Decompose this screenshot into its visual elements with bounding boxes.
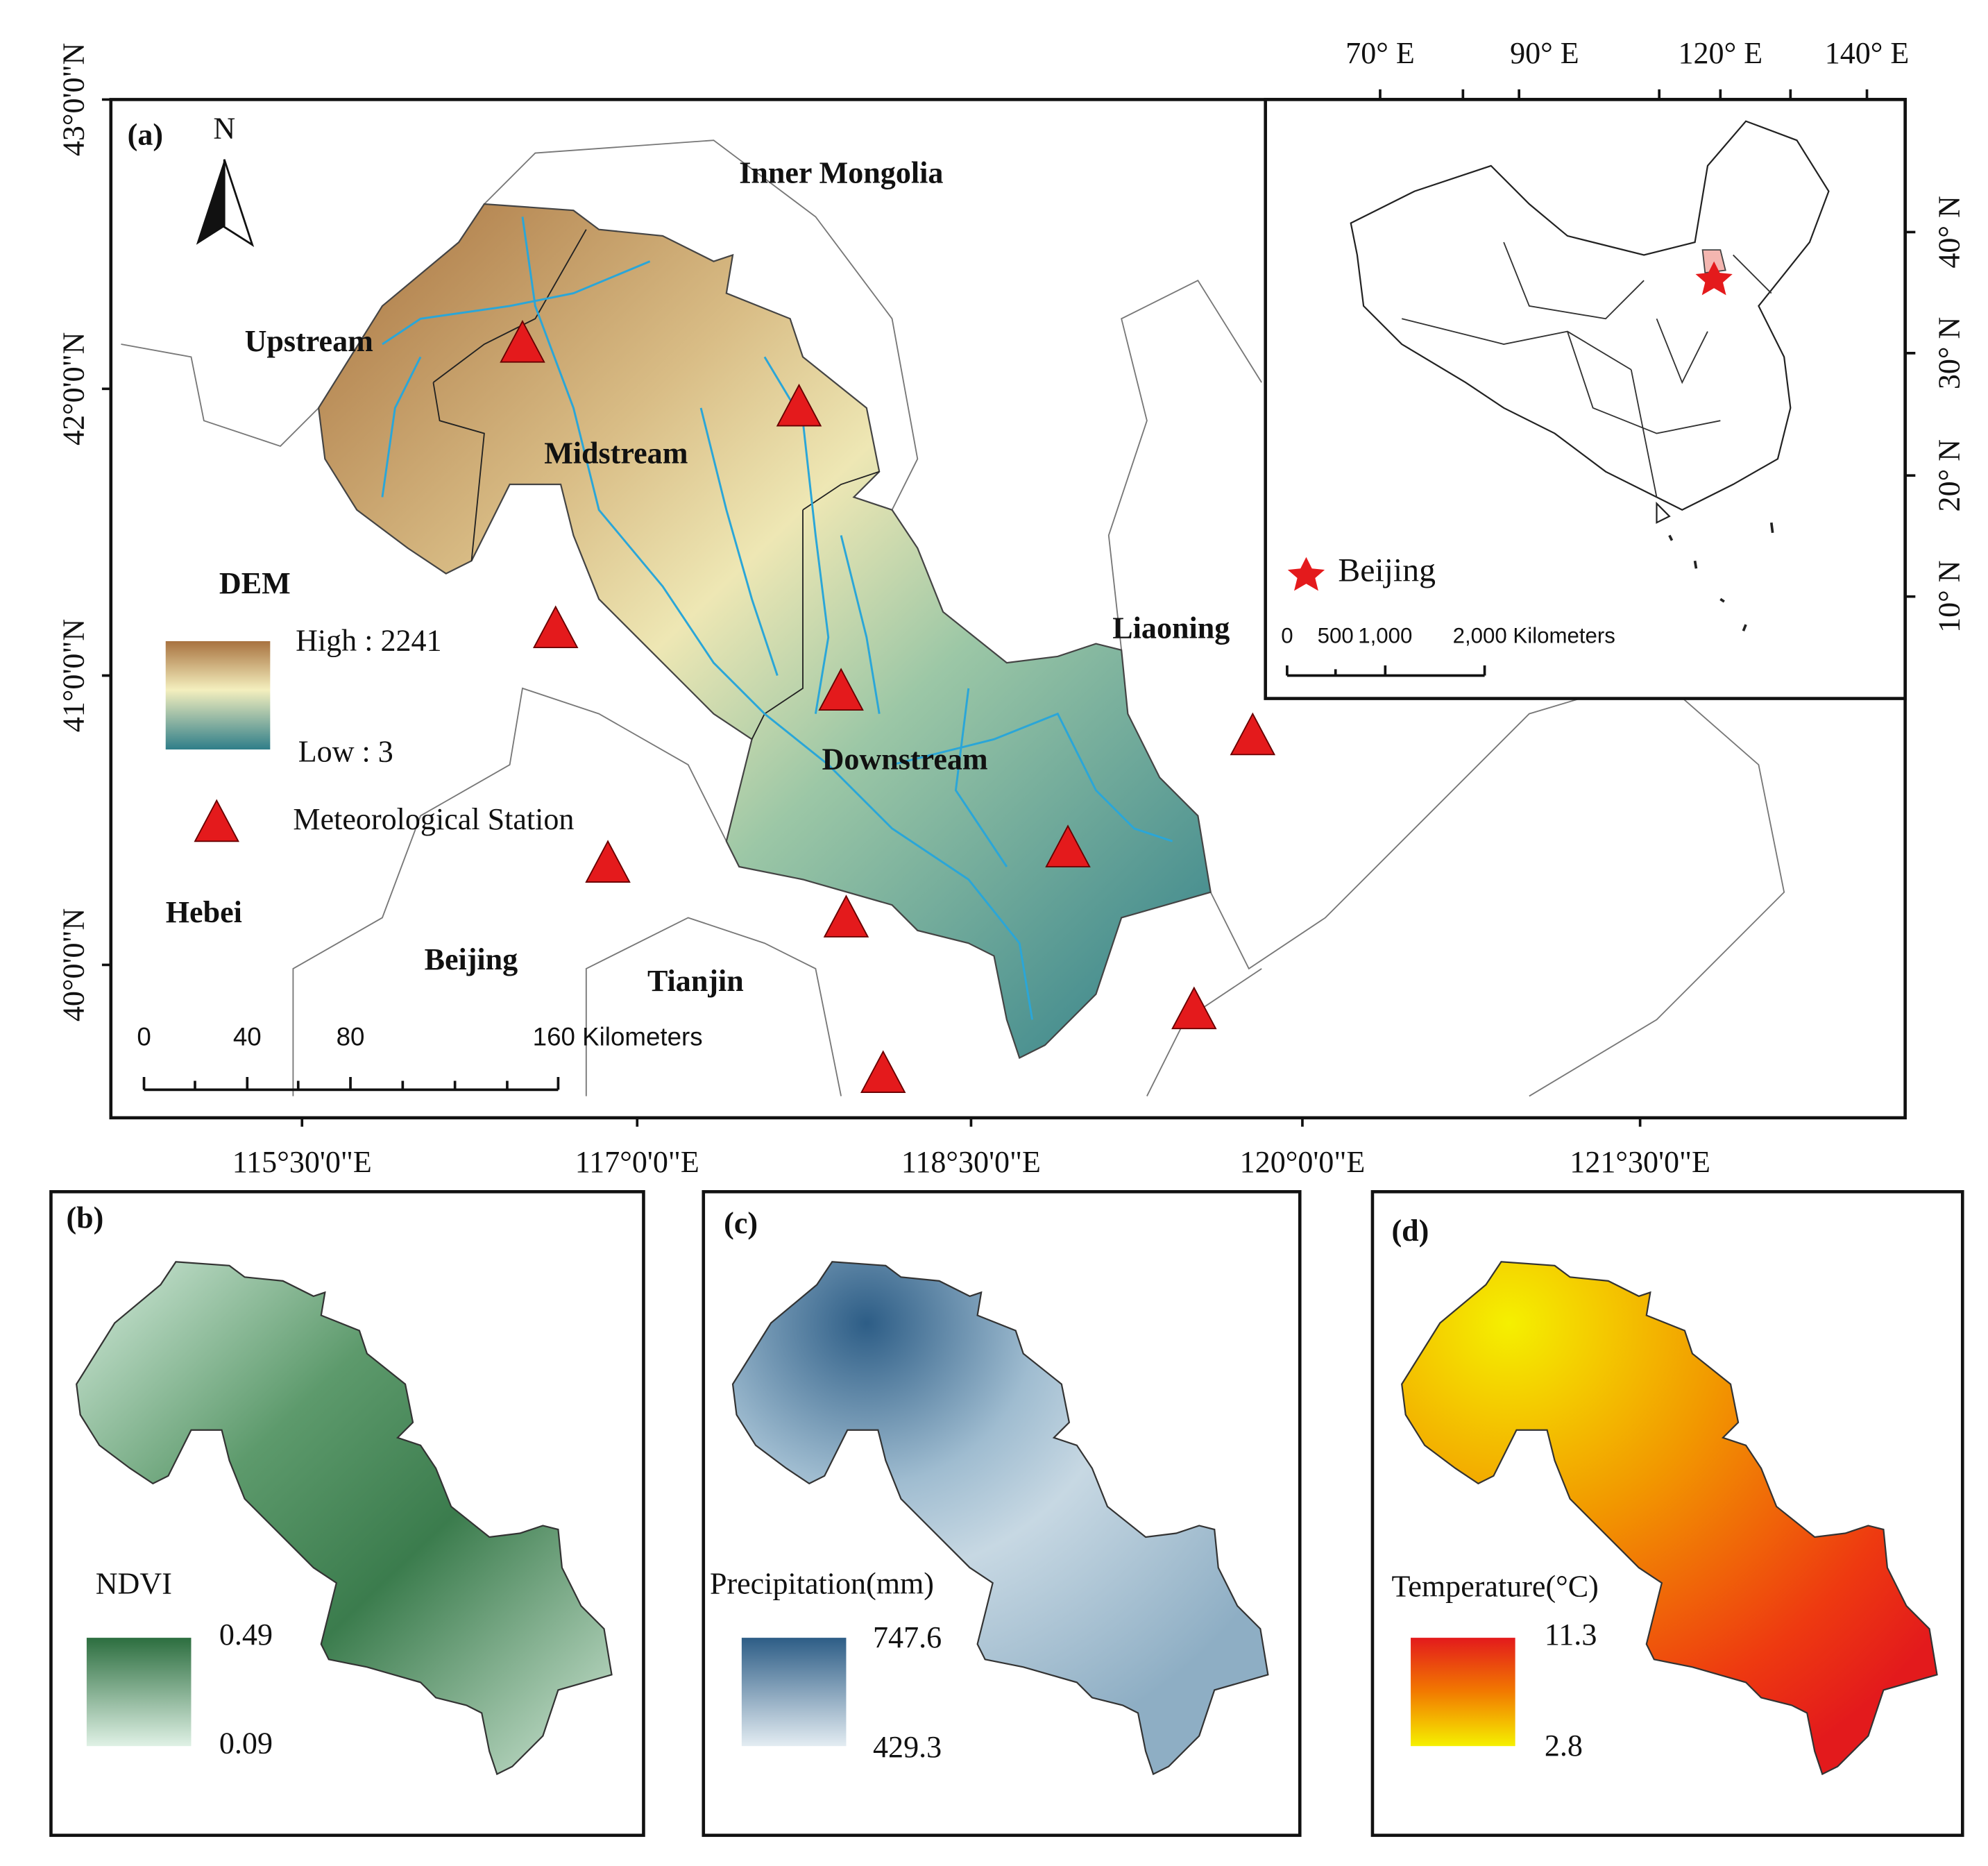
station-marker	[1171, 986, 1217, 1030]
inset-lon-label: 70° E	[1345, 36, 1415, 70]
region-label: Hebei	[166, 895, 242, 929]
scale-label: 80	[337, 1023, 365, 1051]
inset-map: Beijing 0 500 1,000 2,000 Kilometers 70°…	[1264, 36, 1966, 700]
panel-a: (a) N Inner Mongolia Hebei Beijing Tianj…	[56, 36, 1966, 1179]
panel-frame	[702, 1190, 1302, 1838]
region-label: Liaoning	[1112, 611, 1230, 645]
legend-star	[1287, 557, 1325, 591]
province-boundary	[121, 139, 1785, 1097]
stations	[500, 320, 1276, 1093]
panel-label: (b)	[67, 1201, 104, 1235]
inset-scale-bar	[1286, 665, 1486, 677]
lon-tick-label: 120°0'0"E	[1240, 1145, 1366, 1179]
panel-frame	[49, 1190, 645, 1838]
precipitation-colorbar	[741, 1638, 847, 1747]
north-arrow	[223, 159, 255, 247]
inset-ticks	[1379, 89, 1916, 598]
panel-b: (b) NDVI 0.49 0.09	[49, 1190, 645, 1838]
scale-bar	[142, 1077, 560, 1092]
station-marker	[776, 383, 822, 427]
islands	[1668, 522, 1774, 631]
inset-scale-label: 1,000	[1358, 624, 1412, 648]
station-marker	[823, 894, 869, 938]
legend-station-marker	[194, 799, 239, 842]
lat-tick-label: 41°0'0"N	[56, 619, 90, 732]
station-marker	[585, 840, 631, 883]
panel-label: (c)	[724, 1206, 758, 1240]
region-label: Tianjin	[647, 964, 744, 998]
inset-lat-label: 20° N	[1932, 439, 1966, 512]
subbasin-label: Downstream	[822, 743, 988, 777]
rivers	[381, 217, 1173, 1020]
inset-frame	[1264, 98, 1907, 700]
lat-ticks: 43°0'0"N 42°0'0"N 41°0'0"N 40°0'0"N	[56, 43, 111, 1022]
inset-lat-label: 10° N	[1932, 560, 1966, 633]
inset-legend-label: Beijing	[1338, 552, 1436, 589]
tick-marks	[101, 98, 111, 967]
legend-max: 747.6	[873, 1620, 942, 1654]
inset-lon-label: 90° E	[1510, 36, 1579, 70]
scale-label: 160 Kilometers	[533, 1023, 703, 1051]
station-marker	[818, 668, 864, 711]
lat-tick-label: 43°0'0"N	[56, 43, 90, 157]
inset-scale-label: 500	[1318, 624, 1354, 648]
station-marker	[500, 320, 545, 363]
subbasin-boundary	[432, 229, 880, 740]
legend-min: 2.8	[1545, 1729, 1583, 1763]
subbasin-label: Upstream	[245, 324, 373, 358]
legend-max: 0.49	[219, 1618, 273, 1652]
scale-label: 40	[233, 1023, 262, 1051]
legend-min: 0.09	[219, 1726, 273, 1760]
inset-lat-label: 30° N	[1932, 317, 1966, 390]
panel-label: (d)	[1392, 1214, 1429, 1248]
legend-title: DEM	[219, 566, 291, 600]
panel-d: (d) Temperature(°C) 11.3 2.8	[1370, 1190, 1964, 1838]
scale-label: 0	[137, 1023, 151, 1051]
legend-label: High : 2241	[296, 624, 442, 658]
dem-colorbar	[165, 641, 271, 750]
lon-tick-label: 121°30'0"E	[1570, 1145, 1710, 1179]
inset-provinces	[1401, 241, 1772, 498]
lon-tick-label: 118°30'0"E	[901, 1145, 1041, 1179]
region-label: Beijing	[425, 942, 518, 976]
inset-scale-label: 0	[1281, 624, 1293, 648]
inset-lat-label: 40° N	[1932, 196, 1966, 269]
north-label: N	[213, 111, 235, 145]
lon-ticks: 115°30'0"E 117°0'0"E 118°30'0"E 120°0'0"…	[232, 1117, 1710, 1179]
legend-max: 11.3	[1545, 1618, 1597, 1652]
lon-tick-label: 115°30'0"E	[232, 1145, 372, 1179]
legend-title: Precipitation(mm)	[710, 1567, 934, 1601]
lat-tick-label: 40°0'0"N	[56, 908, 90, 1022]
inset-scale-label: 2,000 Kilometers	[1453, 624, 1615, 648]
tick-marks	[300, 1117, 1642, 1127]
ndvi-colorbar	[86, 1638, 192, 1747]
watershed	[318, 203, 1212, 1059]
lon-tick-label: 117°0'0"E	[575, 1145, 699, 1179]
panel-c: (c) Precipitation(mm) 747.6 429.3	[702, 1190, 1302, 1838]
station-marker	[1230, 712, 1276, 756]
panel-label: (a)	[128, 118, 163, 152]
temperature-colorbar	[1411, 1638, 1515, 1747]
station-marker	[860, 1050, 906, 1093]
station-marker	[1045, 824, 1091, 867]
inset-lon-label: 120° E	[1678, 36, 1762, 70]
inset-lon-label: 140° E	[1825, 36, 1910, 70]
legend-label: Low : 3	[298, 734, 393, 768]
north-arrow	[196, 159, 225, 245]
panel-frame	[1370, 1190, 1964, 1838]
legend-title: NDVI	[96, 1567, 172, 1601]
station-marker	[532, 605, 579, 649]
region-label: Inner Mongolia	[739, 156, 943, 190]
beijing-star	[1695, 261, 1733, 296]
legend-title: Temperature(°C)	[1392, 1569, 1599, 1603]
lat-tick-label: 42°0'0"N	[56, 332, 90, 446]
legend-label: Meteorological Station	[293, 802, 574, 836]
legend-min: 429.3	[873, 1730, 942, 1764]
subbasin-label: Midstream	[544, 436, 688, 470]
